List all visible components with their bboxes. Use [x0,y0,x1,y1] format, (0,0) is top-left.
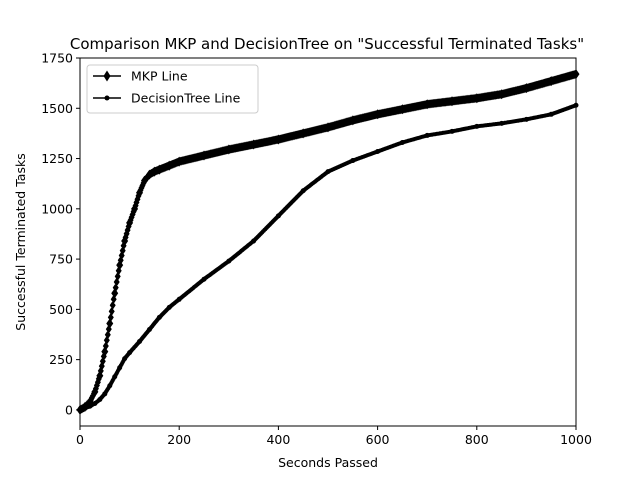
x-tick-label: 600 [366,432,390,447]
y-tick-label: 1500 [41,101,73,116]
legend-box [86,64,259,114]
chart-title: Comparison MKP and DecisionTree on "Succ… [70,35,584,53]
x-axis-label: Seconds Passed [278,455,378,470]
x-axis: 0 200 400 600 800 1000 [76,426,592,447]
y-tick-label: 1000 [41,201,73,216]
y-tick-label: 1250 [41,151,73,166]
legend-label-decisiontree: DecisionTree Line [131,91,241,106]
legend-marker-decisiontree [104,95,110,101]
x-tick-label: 200 [167,432,191,447]
series-markers-mkp-line [77,69,579,415]
y-tick-label: 0 [65,402,73,417]
x-tick-label: 1000 [560,432,592,447]
y-axis-label: Successful Terminated Tasks [13,153,28,330]
y-tick-label: 250 [49,352,73,367]
y-tick-label: 1750 [41,51,73,66]
series-line-decisiontree-line [79,104,577,411]
y-tick-label: 500 [49,302,73,317]
x-tick-label: 400 [266,432,290,447]
x-tick-label: 800 [465,432,489,447]
y-axis: 0 250 500 750 1000 1250 1500 1750 [41,51,80,417]
plot-frame [79,57,577,427]
plot-markers [76,69,580,415]
y-tick-label: 750 [49,252,73,267]
legend: MKP Line DecisionTree Line [86,64,259,114]
legend-marker-mkp [103,70,111,82]
legend-label-mkp: MKP Line [131,69,188,84]
x-tick-label: 0 [76,432,84,447]
series-markers-decisiontree-line [78,103,578,412]
